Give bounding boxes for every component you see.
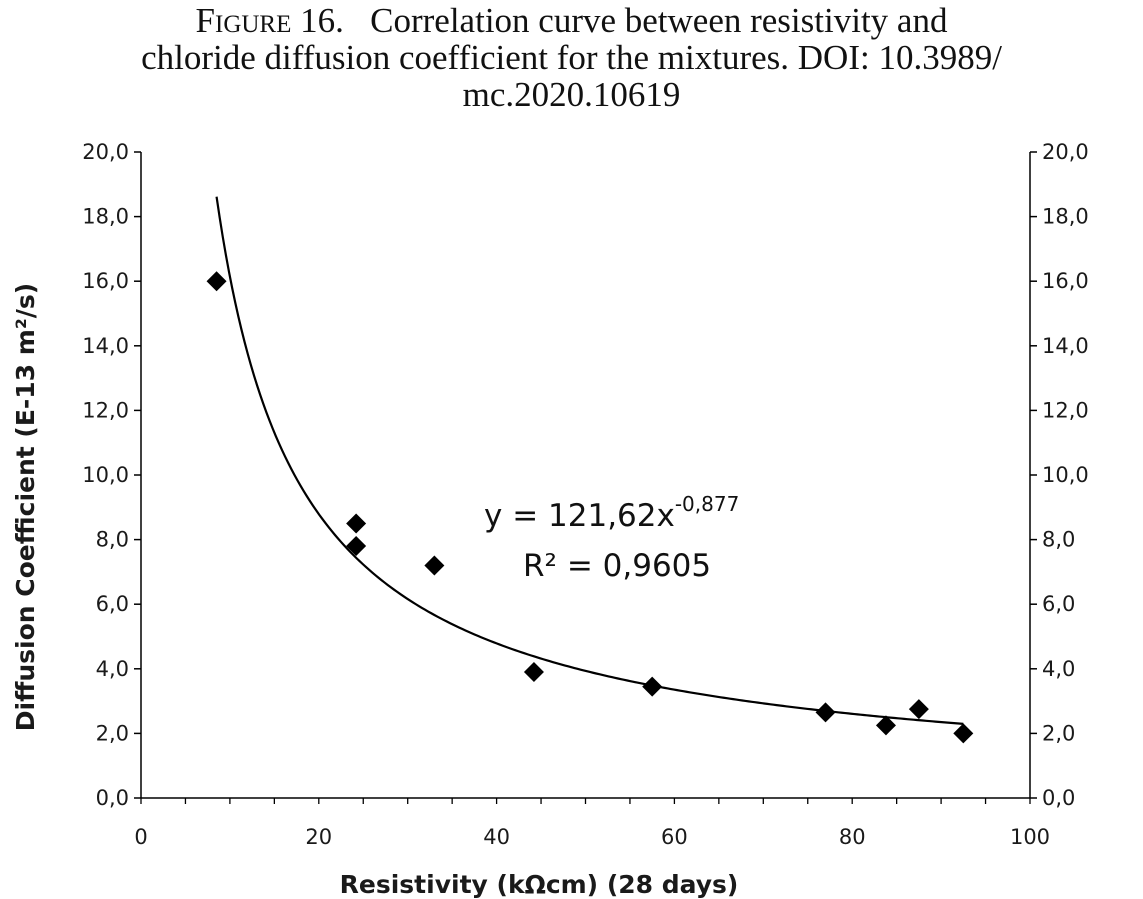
- left-y-tick-label: 6,0: [96, 592, 129, 616]
- trendline-equation-main: y = 121,62x: [484, 498, 675, 534]
- data-point-diamond: [815, 702, 836, 723]
- left-y-tick-label: 18,0: [82, 205, 129, 229]
- power-trendline: [215, 196, 964, 725]
- right-y-tick-label: 18,0: [1042, 205, 1089, 229]
- x-tick-label: 60: [661, 825, 688, 849]
- right-y-tick-label: 6,0: [1042, 592, 1075, 616]
- x-tick-label: 40: [483, 825, 510, 849]
- data-point-diamond: [206, 271, 227, 292]
- left-y-tick-label: 0,0: [96, 786, 129, 810]
- x-tick-label: 0: [134, 825, 147, 849]
- left-y-tick-label: 2,0: [96, 721, 129, 745]
- data-point-diamond: [346, 513, 367, 534]
- x-axis-title: Resistivity (kΩcm) (28 days): [340, 870, 739, 899]
- right-y-tick-label: 10,0: [1042, 463, 1089, 487]
- left-y-tick-label: 10,0: [82, 463, 129, 487]
- trendline-equation: y = 121,62x-0,877: [484, 492, 739, 534]
- left-y-tick-label: 12,0: [82, 398, 129, 422]
- y-axis-title: Diffusion Coefficient (E-13 m²/s): [11, 283, 40, 731]
- data-points: [206, 271, 974, 744]
- left-y-tick-label: 4,0: [96, 657, 129, 681]
- x-axis-ticks: 0 20 40 60 80 100: [134, 798, 1050, 849]
- trendline-r-squared: R² = 0,9605: [523, 548, 711, 584]
- trendline-equation-exponent: -0,877: [675, 492, 739, 516]
- data-point-diamond: [908, 699, 929, 720]
- right-y-tick-label: 12,0: [1042, 398, 1089, 422]
- data-point-diamond: [642, 676, 663, 697]
- data-point-diamond: [346, 536, 367, 557]
- right-y-tick-label: 14,0: [1042, 334, 1089, 358]
- right-y-tick-label: 4,0: [1042, 657, 1075, 681]
- data-point-diamond: [953, 723, 974, 744]
- right-y-axis-ticks: 0,0 2,0 4,0 6,0 8,0 10,0 12,0 14,0 16,0 18,0 20,0: [1030, 140, 1089, 810]
- right-y-tick-label: 20,0: [1042, 140, 1089, 164]
- right-y-tick-label: 8,0: [1042, 528, 1075, 552]
- left-y-tick-label: 20,0: [82, 140, 129, 164]
- right-y-tick-label: 16,0: [1042, 269, 1089, 293]
- left-y-tick-label: 16,0: [82, 269, 129, 293]
- data-point-diamond: [424, 555, 445, 576]
- caption-line-2: chloride diffusion coefficient for the m…: [141, 38, 1002, 77]
- x-tick-label: 80: [839, 825, 866, 849]
- chart-axes: [140, 152, 1031, 799]
- data-point-diamond: [875, 715, 896, 736]
- figure-caption: Figure 16. Correlation curve between res…: [0, 2, 1143, 113]
- x-tick-label: 100: [1010, 825, 1050, 849]
- right-y-tick-label: 2,0: [1042, 721, 1075, 745]
- right-y-tick-label: 0,0: [1042, 786, 1075, 810]
- caption-line-1: Figure 16. Correlation curve between res…: [0, 2, 1143, 39]
- left-y-tick-label: 8,0: [96, 528, 129, 552]
- caption-line-1-text: Correlation curve between resistivity an…: [370, 1, 948, 40]
- caption-line-3: mc.2020.10619: [462, 75, 681, 114]
- x-tick-label: 20: [305, 825, 332, 849]
- left-y-tick-label: 14,0: [82, 334, 129, 358]
- left-y-axis-ticks: 0,0 2,0 4,0 6,0 8,0 10,0 12,0 14,0 16,0 18,0 20,0: [82, 140, 141, 810]
- data-point-diamond: [523, 662, 544, 683]
- figure-label: Figure 16.: [195, 1, 344, 40]
